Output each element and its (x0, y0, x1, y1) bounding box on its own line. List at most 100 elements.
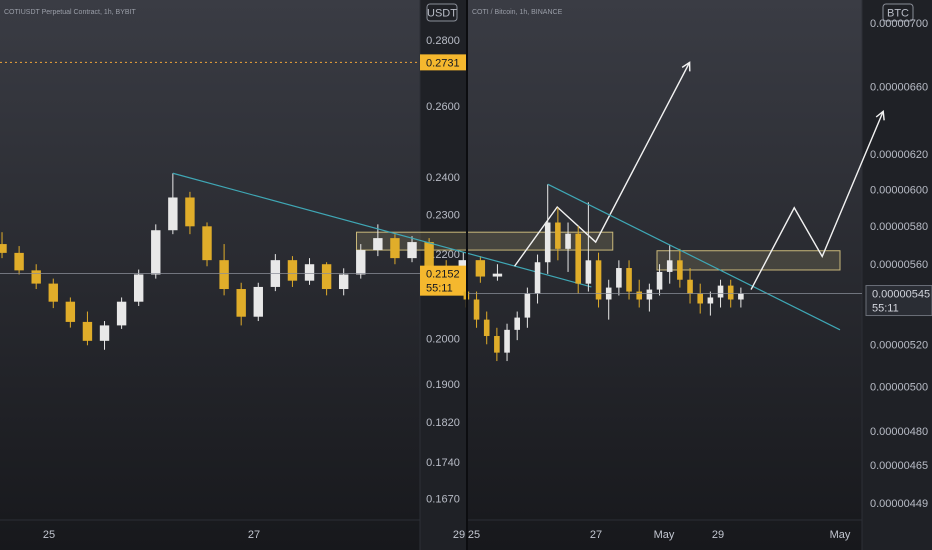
candle-body (373, 238, 383, 251)
candle-body (65, 301, 76, 322)
candle (524, 287, 531, 328)
y-tick-label: 0.2400 (426, 172, 460, 184)
y-tick-label: 0.2800 (426, 35, 460, 47)
bar-countdown: 55:11 (872, 303, 899, 315)
y-tick-label: 0.00000500 (870, 382, 928, 394)
candle-body (151, 230, 161, 275)
candle-body (595, 260, 602, 300)
price-axis-2[interactable] (862, 0, 932, 550)
candle (253, 282, 263, 322)
candle (494, 327, 500, 362)
currency-button[interactable] (426, 3, 458, 22)
candle (168, 173, 178, 235)
candle (116, 297, 127, 329)
candle-body (407, 242, 417, 259)
candle (555, 207, 561, 261)
candle (738, 287, 744, 308)
candle (666, 245, 673, 284)
x-tick-label: 27 (590, 529, 602, 541)
candle-body (304, 264, 315, 281)
x-tick-label: 25 (43, 529, 55, 541)
projection-path (513, 62, 691, 267)
candle (185, 191, 195, 235)
candle-body (475, 260, 486, 277)
candle (544, 184, 551, 274)
panel-separator[interactable] (466, 0, 468, 550)
currency-label: BTC (887, 8, 909, 20)
y-tick-label: 0.1670 (426, 494, 460, 506)
candle-body (473, 299, 480, 320)
candle-body (585, 260, 592, 284)
current-price-badge (420, 265, 466, 296)
bar-countdown: 55:11 (426, 283, 453, 295)
candle-body (697, 293, 704, 304)
candle (697, 283, 704, 314)
y-tick-label: 0.1900 (426, 379, 460, 391)
candle-body (168, 197, 178, 231)
candle (219, 244, 229, 296)
candle (65, 297, 76, 328)
candle-body (656, 271, 663, 290)
x-tick-label: 29 (712, 529, 724, 541)
candle-body (321, 264, 332, 290)
projection-arrow-head (681, 61, 691, 72)
y-tick-label: 0.2000 (426, 334, 460, 346)
candle-body (575, 233, 582, 284)
candle-body (356, 250, 366, 275)
candle (31, 264, 41, 290)
y-tick-label: 0.1820 (426, 417, 460, 429)
candle-body (555, 222, 561, 249)
y-tick-label: 0.00000520 (870, 339, 928, 351)
descending-trendline (547, 183, 841, 331)
y-tick-label: 0.00000449 (870, 498, 928, 510)
chart-title: COTIUSDT Perpetual Contract, 1h, BYBIT (4, 9, 136, 16)
candle (151, 224, 161, 279)
candle (483, 311, 490, 345)
candle-body (524, 293, 531, 318)
candle-body (82, 321, 93, 341)
descending-trendline (172, 172, 592, 288)
candle-body (492, 273, 503, 277)
candle-body (494, 336, 500, 353)
current-price-value: 0.2152 (426, 269, 460, 281)
candle (646, 283, 653, 312)
y-tick-label: 0.2200 (426, 249, 460, 261)
target-price-value: 0.2731 (426, 57, 460, 69)
projection-path (750, 111, 884, 290)
y-tick-label: 0.1740 (426, 457, 460, 469)
candle-body (133, 274, 144, 302)
candle (236, 282, 246, 326)
candle-body (338, 274, 349, 290)
candle-body (504, 329, 510, 353)
x-tick-label: 25 (468, 529, 480, 541)
candle-body (287, 260, 298, 281)
candle (677, 248, 683, 288)
candle-body (616, 268, 622, 288)
candle (514, 311, 521, 341)
candle (356, 244, 366, 279)
x-tick-label: May (830, 529, 851, 541)
candle-body (0, 244, 7, 253)
candle-body (219, 260, 229, 290)
target-price-badge (420, 54, 466, 71)
candle (99, 321, 110, 350)
currency-button[interactable] (882, 3, 914, 22)
candle (534, 254, 541, 304)
y-tick-label: 0.2600 (426, 101, 460, 113)
candle-body (544, 222, 551, 263)
y-tick-label: 0.00000620 (870, 149, 928, 161)
currency-label: USDT (427, 8, 457, 20)
x-tick-label: 27 (248, 529, 260, 541)
candle (565, 222, 571, 272)
candle-body (424, 242, 434, 267)
candle (475, 256, 486, 283)
chart-panel-2: COTI / Bitcoin, 1h, BINANCE BTC0.00000700… (463, 0, 932, 550)
candle (616, 260, 622, 296)
x-tick-label: May (654, 529, 675, 541)
candle-body (738, 293, 744, 300)
candle-body (677, 260, 683, 280)
candle (202, 222, 212, 267)
candle (595, 252, 602, 308)
